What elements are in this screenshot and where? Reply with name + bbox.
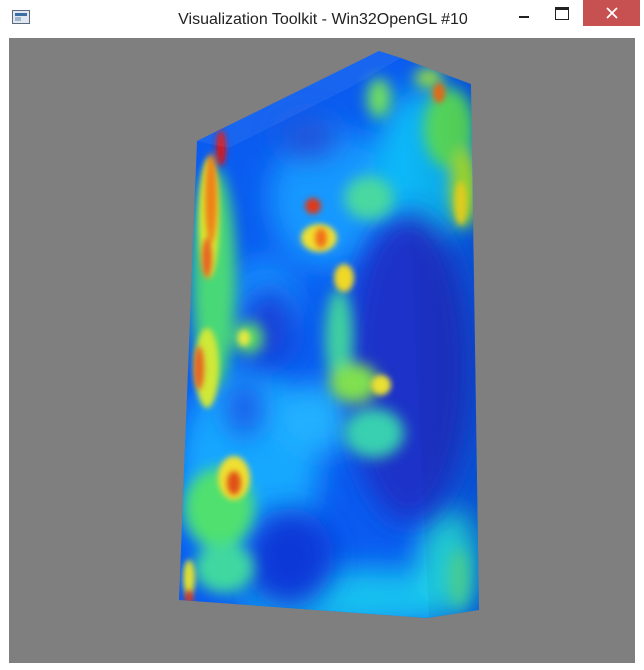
render-viewport[interactable] xyxy=(9,38,635,663)
volume-rendering xyxy=(179,51,479,618)
close-button[interactable] xyxy=(583,0,640,26)
minimize-button[interactable] xyxy=(508,0,540,26)
window-bottom-border xyxy=(0,663,644,670)
close-icon xyxy=(605,7,618,19)
vtk-window-icon[interactable] xyxy=(12,10,30,24)
minimize-icon xyxy=(519,16,529,18)
window-title: Visualization Toolkit - Win32OpenGL #10 xyxy=(178,11,468,28)
volume-slab xyxy=(179,51,479,618)
maximize-icon xyxy=(555,6,569,20)
title-bar[interactable]: Visualization Toolkit - Win32OpenGL #10 xyxy=(0,0,644,38)
maximize-button[interactable] xyxy=(546,0,578,26)
